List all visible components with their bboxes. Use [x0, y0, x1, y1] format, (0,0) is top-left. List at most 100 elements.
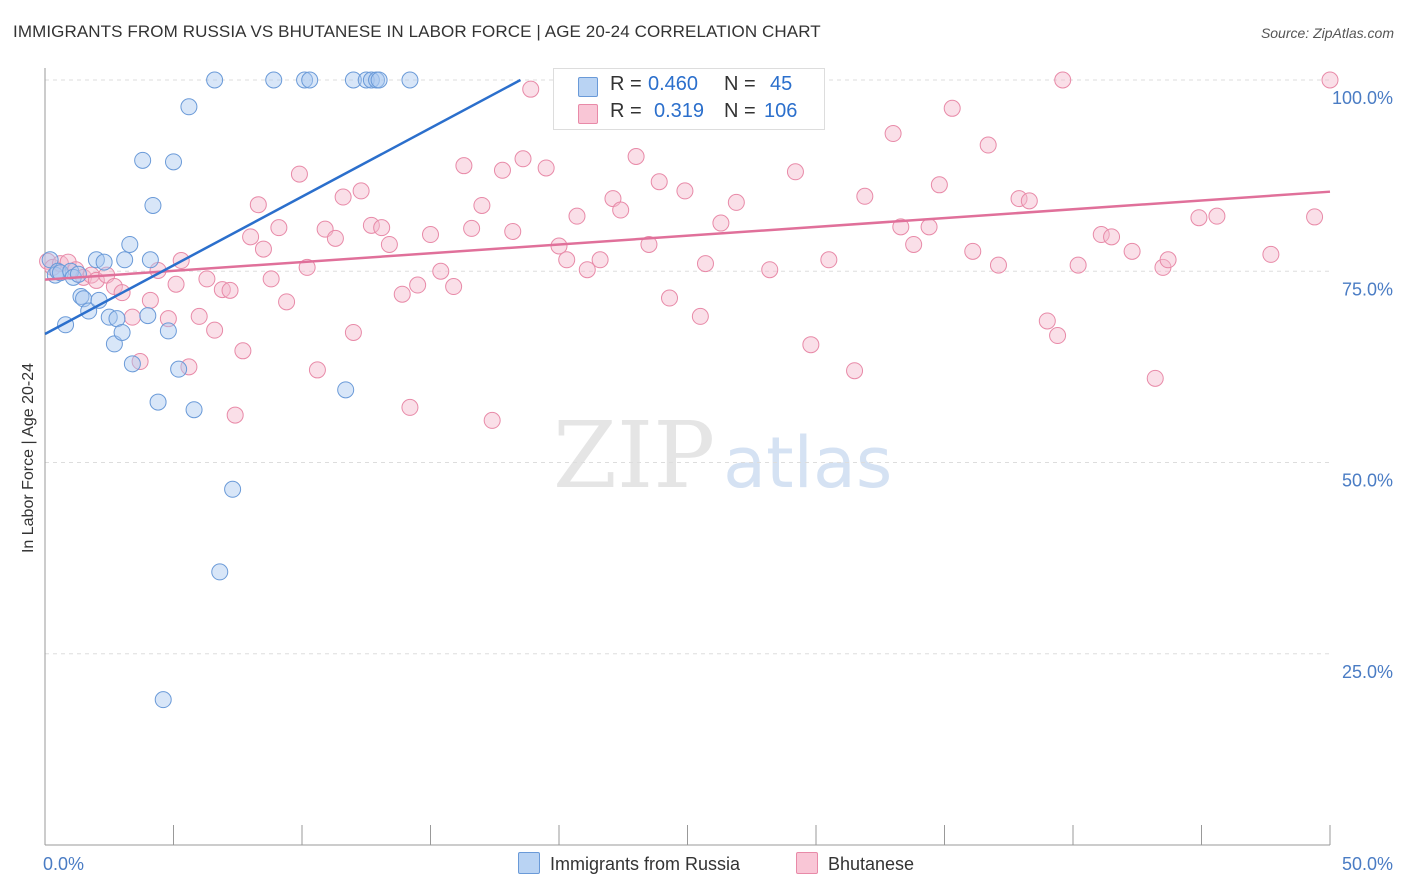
bottom-bhutanese-swatch — [796, 852, 818, 874]
bhutanese-point — [493, 161, 511, 179]
russia-point — [116, 251, 134, 269]
bhutanese-point — [905, 235, 923, 253]
bhutanese-point — [298, 258, 316, 276]
bhutanese-point — [1123, 242, 1141, 260]
russia-swatch — [578, 77, 598, 97]
bhutanese-point — [352, 182, 370, 200]
bhutanese-point — [786, 163, 804, 181]
bhutanese-point — [1306, 208, 1324, 226]
russia-points — [41, 71, 419, 709]
bhutanese-point — [1321, 71, 1339, 89]
bhutanese-point — [712, 214, 730, 232]
bhutanese-point — [989, 256, 1007, 274]
bhutanese-point — [568, 207, 586, 225]
russia-point — [401, 71, 419, 89]
russia-point — [159, 322, 177, 340]
bhutanese-point — [290, 165, 308, 183]
russia-point — [211, 563, 229, 581]
bhutanese-point — [846, 362, 864, 380]
axes — [44, 68, 1331, 846]
bhutanese-point — [401, 398, 419, 416]
russia-r-value: 0.460 — [648, 73, 699, 95]
bhutanese-point — [409, 276, 427, 294]
bhutanese-point — [234, 342, 252, 360]
x-tick-label: 50.0% — [1342, 854, 1393, 874]
russia-trend-line — [44, 78, 522, 336]
bhutanese-point — [167, 275, 185, 293]
russia-point — [123, 355, 141, 373]
bhutanese-point — [422, 226, 439, 244]
y-tick-label: 25.0% — [1342, 662, 1393, 682]
bhutanese-point — [964, 242, 982, 260]
bottom-russia-label: Immigrants from Russia — [550, 854, 741, 874]
russia-point — [301, 71, 319, 89]
bhutanese-point — [362, 216, 380, 234]
russia-point — [180, 98, 198, 116]
bhutanese-point — [123, 308, 141, 326]
bhutanese-point — [676, 182, 694, 200]
watermark-zip: ZIP — [553, 402, 716, 509]
bhutanese-point — [522, 80, 540, 98]
y-tick-label: 75.0% — [1342, 279, 1393, 299]
bhutanese-point — [221, 281, 239, 299]
bhutanese-point — [159, 310, 177, 328]
bhutanese-point — [640, 235, 658, 253]
russia-point — [344, 71, 362, 89]
russia-point — [337, 381, 355, 399]
bhutanese-point — [1262, 245, 1280, 263]
bhutanese-point — [612, 201, 630, 219]
stats-legend: R = 0.460 N = 45 R = 0.319 N = 106 — [553, 68, 825, 130]
russia-point — [370, 71, 388, 89]
y-tick-label: 100.0% — [1332, 88, 1393, 108]
bhutanese-point — [1038, 312, 1056, 330]
bhutanese-point — [1190, 209, 1208, 227]
russia-point — [134, 151, 152, 169]
bhutanese-point — [373, 219, 391, 237]
bhutanese-point — [190, 307, 208, 325]
russia-n-value: 45 — [770, 73, 793, 95]
russia-point — [69, 265, 87, 283]
russia-point — [357, 71, 375, 89]
bhutanese-point — [180, 358, 198, 376]
source-label: Source: ZipAtlas.com — [1260, 25, 1394, 41]
bhutanese-n-label: N = — [724, 100, 756, 122]
bhutanese-point — [473, 196, 491, 214]
bhutanese-point — [696, 255, 714, 273]
bhutanese-point — [393, 285, 411, 303]
bhutanese-point — [242, 228, 260, 246]
bhutanese-point — [802, 336, 820, 354]
bhutanese-point — [591, 251, 609, 269]
bhutanese-point — [892, 218, 910, 236]
russia-point — [265, 71, 283, 89]
bhutanese-point — [691, 307, 709, 325]
russia-point — [165, 153, 182, 171]
bhutanese-trend-line — [44, 190, 1331, 281]
russia-point — [72, 287, 90, 305]
russia-point — [113, 323, 131, 341]
bhutanese-point — [727, 193, 745, 211]
bottom-russia-swatch — [518, 852, 540, 874]
russia-point — [170, 360, 188, 378]
bhutanese-point — [308, 361, 326, 379]
trend-lines — [44, 78, 1331, 336]
bhutanese-point — [504, 222, 522, 240]
bottom-legend-bhutanese: Bhutanese — [796, 852, 914, 875]
bhutanese-point — [380, 235, 398, 253]
bhutanese-point — [514, 150, 532, 168]
bottom-bhutanese-label: Bhutanese — [828, 854, 915, 874]
bottom-legend-russia: Immigrants from Russia — [518, 852, 740, 875]
bhutanese-point — [483, 411, 501, 429]
bhutanese-point — [1159, 251, 1177, 269]
bhutanese-r-value: 0.319 — [654, 100, 705, 122]
russia-point — [95, 253, 113, 271]
bhutanese-point — [979, 136, 997, 154]
bhutanese-point — [650, 173, 668, 191]
bhutanese-point — [249, 196, 267, 214]
grid-lines — [45, 79, 1330, 655]
bhutanese-point — [1092, 226, 1110, 244]
bhutanese-point — [344, 323, 362, 341]
russia-point — [224, 480, 242, 498]
russia-n-label: N = — [724, 73, 756, 95]
bhutanese-point — [455, 157, 473, 175]
bhutanese-point — [1010, 190, 1028, 208]
